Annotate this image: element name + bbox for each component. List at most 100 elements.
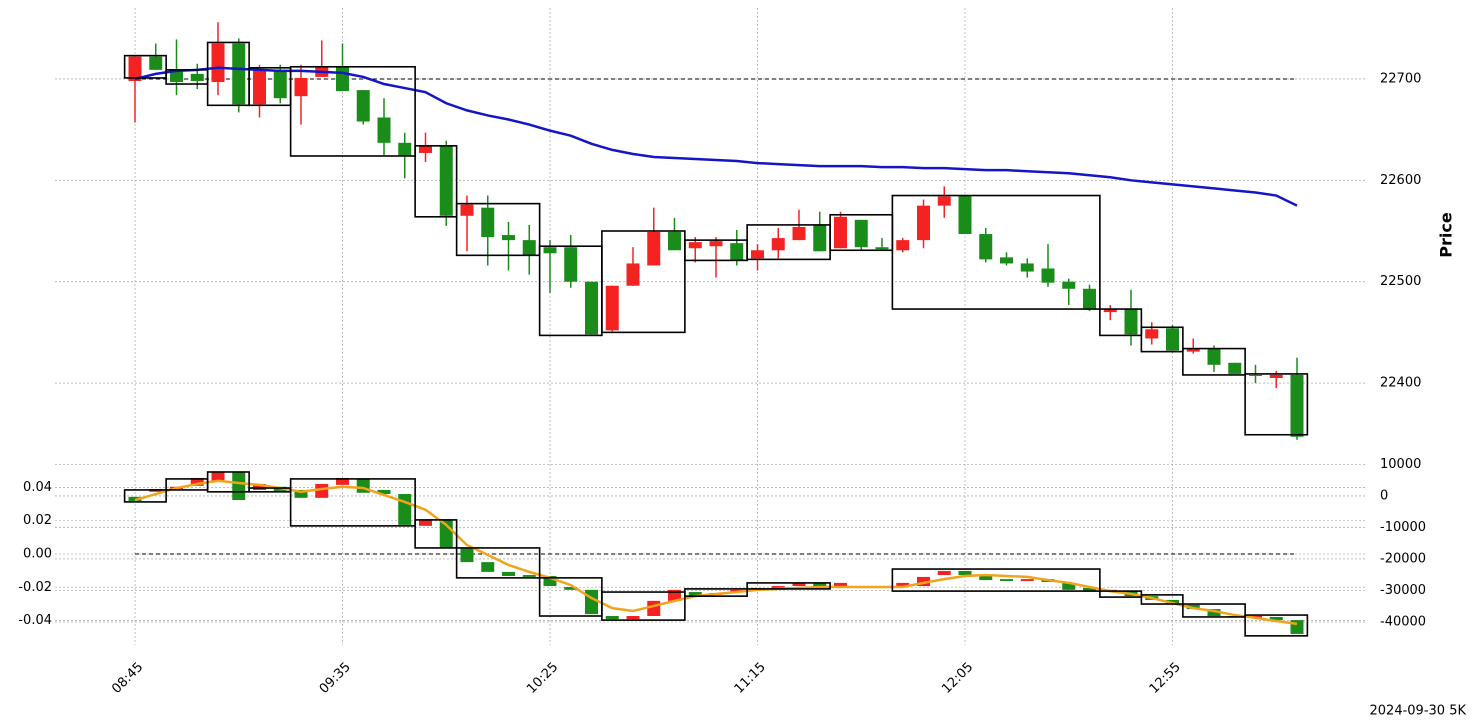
- candle-body: [460, 204, 474, 216]
- candle-body: [481, 207, 495, 238]
- candle-body: [294, 489, 308, 498]
- range-box: [891, 568, 1101, 592]
- candle-body: [834, 582, 847, 587]
- candle-body: [688, 592, 702, 597]
- y-tick-label: -10000: [1380, 520, 1426, 535]
- candle-body: [211, 471, 225, 483]
- candle-body: [1228, 362, 1242, 374]
- range-box: [1140, 326, 1184, 353]
- range-box: [414, 519, 458, 549]
- line-series: [134, 66, 1298, 207]
- candle-body: [751, 250, 764, 259]
- candle-body: [771, 586, 785, 589]
- candle-body: [937, 196, 951, 206]
- candle-body: [336, 477, 349, 485]
- y2-tick-label: 0.04: [23, 480, 52, 495]
- candle-body: [522, 575, 536, 577]
- range-box: [206, 471, 250, 493]
- candle-body: [1186, 348, 1200, 352]
- candle-body: [294, 77, 308, 97]
- candle-body: [356, 90, 370, 122]
- range-box: [1244, 373, 1309, 436]
- candle-body: [1207, 348, 1221, 365]
- footer: 2024-09-30 5K: [1370, 704, 1467, 719]
- candle-body: [626, 616, 640, 620]
- range-box: [891, 194, 1101, 310]
- candle-body: [1103, 309, 1117, 313]
- range-box: [684, 588, 748, 597]
- candle-body: [792, 582, 806, 587]
- candle-body: [315, 483, 329, 498]
- y2-tick-label: -0.04: [18, 613, 52, 628]
- candle-body: [502, 235, 515, 241]
- candle-body: [460, 547, 474, 563]
- candle-body: [1083, 288, 1096, 310]
- candle-body: [190, 73, 204, 81]
- range-box: [1244, 614, 1309, 637]
- candle-body: [958, 570, 972, 576]
- range-box: [123, 54, 167, 79]
- candle-body: [253, 483, 266, 490]
- candle-body: [647, 232, 661, 266]
- candle-body: [647, 600, 661, 617]
- x-tick-label: 12:55: [1147, 660, 1184, 697]
- candle-body: [1041, 268, 1055, 283]
- candle-body: [958, 195, 972, 235]
- y-tick-label: 22500: [1380, 274, 1421, 289]
- candle-body: [937, 570, 951, 576]
- candle-body: [709, 241, 723, 247]
- y-axis-label: Price: [1437, 212, 1456, 258]
- candle-body: [1290, 374, 1304, 437]
- candle-body: [585, 589, 598, 615]
- candle-body: [1166, 328, 1179, 351]
- candle-body: [792, 226, 806, 241]
- range-box: [414, 145, 458, 218]
- y2-tick-label: 0.00: [23, 546, 52, 561]
- candle-body: [439, 145, 453, 216]
- candle-body: [211, 43, 225, 82]
- candle-body: [1124, 309, 1138, 335]
- candle-body: [1020, 579, 1034, 582]
- range-box: [1140, 594, 1184, 605]
- candle-body: [917, 576, 930, 587]
- range-box: [1182, 603, 1246, 618]
- y-tick-label: 10000: [1380, 457, 1421, 472]
- candle-body: [377, 117, 391, 143]
- candle-body: [253, 69, 266, 105]
- range-box: [1182, 347, 1246, 376]
- candle-body: [1083, 587, 1096, 592]
- range-box: [123, 489, 167, 503]
- candle-body: [1000, 579, 1013, 582]
- y-tick-label: 22600: [1380, 173, 1421, 188]
- candle-body: [543, 575, 557, 587]
- candle-body: [979, 234, 993, 260]
- candle-body: [232, 471, 246, 501]
- candle-body: [813, 224, 827, 252]
- candle-body: [771, 238, 785, 251]
- y2-tick-label: 0.02: [23, 513, 52, 528]
- candle-body: [875, 247, 889, 250]
- x-tick-label: 08:45: [109, 660, 146, 697]
- x-tick-label: 12:05: [939, 660, 976, 697]
- candle-body: [979, 575, 993, 581]
- candle-body: [128, 56, 142, 81]
- candle-body: [273, 69, 287, 99]
- candle-body: [1062, 582, 1076, 590]
- candle-body: [626, 263, 640, 286]
- candle-body: [190, 477, 204, 486]
- candle-body: [688, 242, 702, 249]
- range-box: [289, 478, 416, 527]
- candle-body: [1249, 374, 1262, 376]
- candle-body: [605, 285, 619, 331]
- x-tick-label: 09:35: [317, 660, 354, 697]
- y-tick-label: 22700: [1380, 71, 1421, 86]
- y-tick-label: -40000: [1380, 614, 1426, 629]
- candle-body: [1020, 263, 1034, 272]
- candle-body: [419, 519, 432, 526]
- candle-body: [896, 582, 910, 587]
- y-tick-label: 22400: [1380, 376, 1421, 391]
- line-series: [134, 479, 1298, 626]
- y-tick-label: -20000: [1380, 551, 1426, 566]
- y-tick-label: -30000: [1380, 583, 1426, 598]
- candle-body: [1062, 281, 1076, 289]
